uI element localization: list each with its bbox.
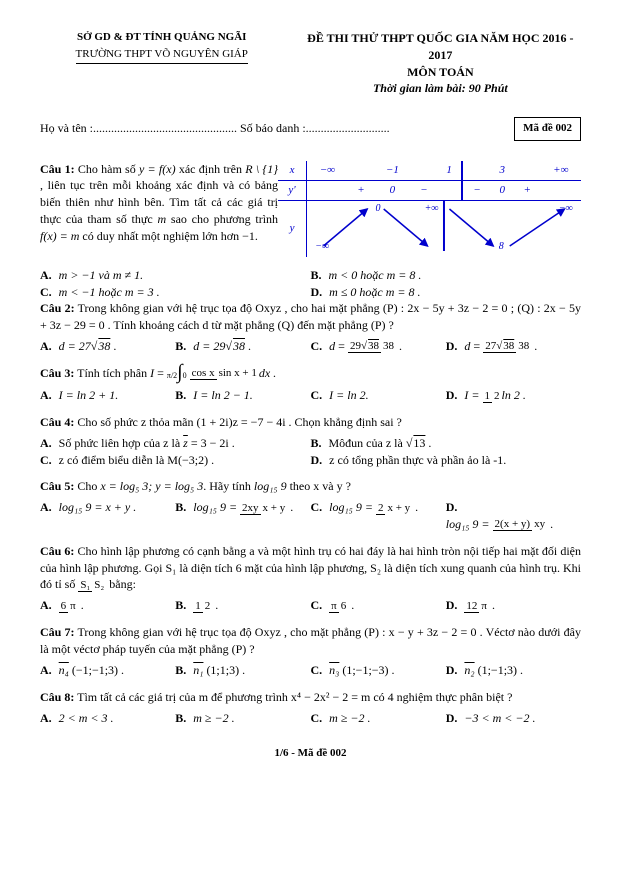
page-footer: 1/6 - Mã đề 002 [40,746,581,761]
q1-label: Câu 1: [40,162,75,176]
question-6: Câu 6: Cho hình lập phương có cạnh bằng … [40,543,581,614]
svg-text:−∞: −∞ [559,203,573,214]
svg-text:+∞: +∞ [425,203,439,214]
name-field: Họ và tên :.............................… [40,121,237,135]
q1-graph: x −∞ −1 1 3 +∞ y' + 0 − − 0 + [278,161,581,257]
question-1: Câu 1: Cho hàm số y = f(x) xác định trên… [40,161,581,257]
variation-arrows: 0 +∞ −∞ 8 −∞ [307,201,581,251]
question-8: Câu 8: Tìm tất cả các giá trị của m để p… [40,689,581,727]
question-2: Câu 2: Trong không gian với hệ trục tọa … [40,300,581,355]
svg-text:−∞: −∞ [315,241,329,251]
duration: Thời gian làm bài: 90 Phút [300,80,581,97]
school-name: TRƯỜNG THPT VÕ NGUYÊN GIÁP [76,47,248,63]
svg-text:0: 0 [376,203,381,214]
exam-code: Mã đề 002 [514,117,581,140]
question-7: Câu 7: Trong không gian với hệ trục tọa … [40,624,581,678]
variation-table: x −∞ −1 1 3 +∞ y' + 0 − − 0 + [278,161,581,257]
sbd-field: Số báo danh :...........................… [240,121,390,135]
svg-text:8: 8 [499,241,504,251]
subject: MÔN TOÁN [300,64,581,81]
header-right: ĐỀ THI THỬ THPT QUỐC GIA NĂM HỌC 2016 - … [300,30,581,97]
header-left: SỞ GD & ĐT TỈNH QUẢNG NGÃI TRƯỜNG THPT V… [40,30,283,97]
question-4: Câu 4: Cho số phức z thỏa mãn (1 + 2i)z … [40,414,581,468]
question-3: Câu 3: Tính tích phân I = π/2∫0 cos xsin… [40,365,581,404]
header: SỞ GD & ĐT TỈNH QUẢNG NGÃI TRƯỜNG THPT V… [40,30,581,97]
org-name: SỞ GD & ĐT TỈNH QUẢNG NGÃI [40,30,283,45]
q1-text: Câu 1: Cho hàm số y = f(x) xác định trên… [40,161,278,257]
exam-title: ĐỀ THI THỬ THPT QUỐC GIA NĂM HỌC 2016 - … [300,30,581,64]
info-row: Họ và tên :.............................… [40,117,581,140]
question-5: Câu 5: Cho x = log₅ 3; y = log₅ 3. Hãy t… [40,478,581,533]
q1-options: A. m > −1 và m ≠ 1. B. m < 0 hoặc m = 8 … [40,267,581,301]
